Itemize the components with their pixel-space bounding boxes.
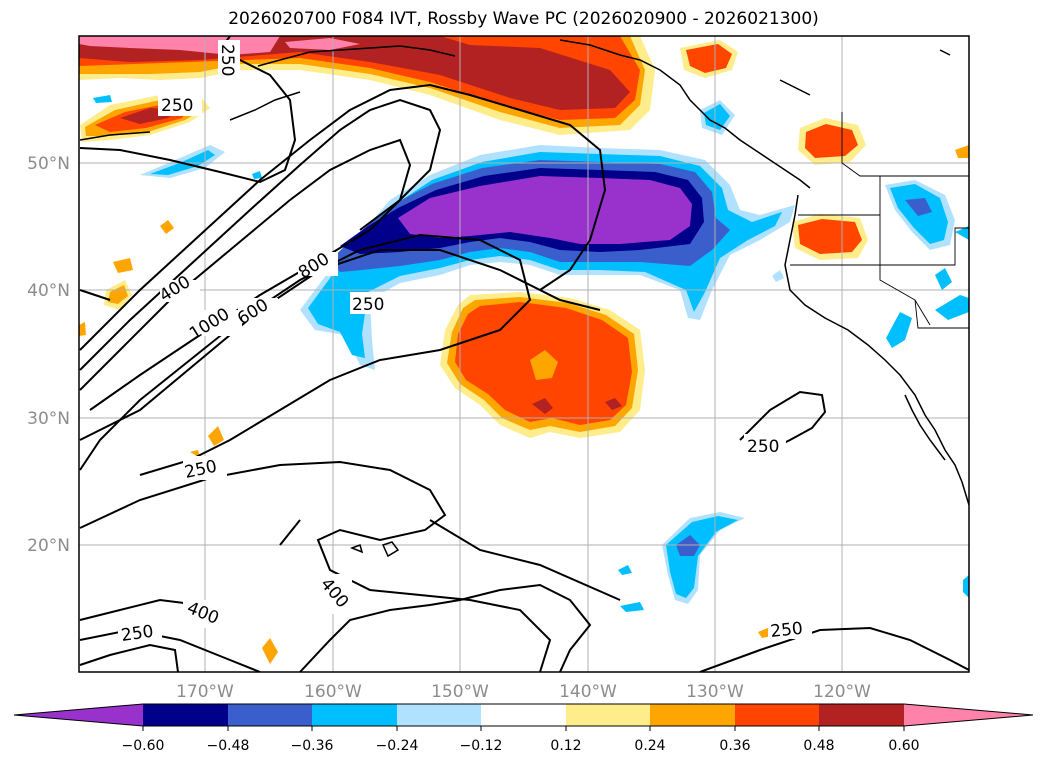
longitude-labels: 170°W 160°W 150°W 140°W 130°W 120°W bbox=[176, 682, 871, 702]
map-panel: 250 250 400 1000 600 800 250 250 250 400… bbox=[79, 36, 969, 672]
lon-label: 140°W bbox=[559, 682, 617, 702]
colorbar-tick-label: 0.60 bbox=[888, 738, 919, 754]
contour-label: 250 bbox=[217, 44, 237, 76]
contour-label: 250 bbox=[769, 619, 803, 642]
lon-label: 130°W bbox=[686, 682, 744, 702]
latitude-labels: 50°N 40°N 30°N 20°N bbox=[27, 154, 70, 556]
colorbar-tick-label: 0.48 bbox=[803, 738, 834, 754]
lon-label: 160°W bbox=[304, 682, 362, 702]
contour-label: 250 bbox=[747, 437, 779, 457]
contour-label: 250 bbox=[352, 295, 384, 315]
contour-labels: 250 250 400 1000 600 800 250 250 250 400… bbox=[118, 40, 812, 646]
colorbar-segment bbox=[481, 704, 566, 726]
lat-label: 30°N bbox=[27, 409, 70, 429]
colorbar-segment bbox=[819, 704, 904, 726]
colorbar-tick-label: −0.12 bbox=[460, 738, 503, 754]
contour-label: 250 bbox=[161, 96, 193, 116]
colorbar-segment bbox=[228, 704, 312, 726]
colorbar-extend-high bbox=[904, 704, 1033, 726]
map-title: 2026020700 F084 IVT, Rossby Wave PC (202… bbox=[228, 9, 819, 29]
rossby-pc-shading bbox=[93, 95, 969, 612]
colorbar-segment bbox=[735, 704, 819, 726]
ivt-contours bbox=[79, 36, 969, 672]
colorbar-segment bbox=[397, 704, 481, 726]
map-frame bbox=[78, 35, 970, 673]
contour-label: 250 bbox=[120, 622, 155, 646]
colorbar-tick-label: −0.48 bbox=[207, 738, 250, 754]
lon-label: 170°W bbox=[176, 682, 234, 702]
colorbar-tick-label: 0.24 bbox=[634, 738, 665, 754]
lat-label: 50°N bbox=[27, 154, 70, 174]
state-borders bbox=[790, 112, 969, 329]
colorbar-extend-low bbox=[14, 704, 143, 726]
colorbar-segment bbox=[566, 704, 650, 726]
lat-label: 20°N bbox=[27, 536, 70, 556]
colorbar-tick-label: 0.12 bbox=[550, 738, 581, 754]
colorbar: −0.60 −0.48 −0.36 −0.24 −0.12 0.12 0.24 … bbox=[13, 703, 1034, 754]
colorbar-tick-label: −0.36 bbox=[291, 738, 334, 754]
colorbar-tick-label: −0.24 bbox=[376, 738, 419, 754]
lat-label: 40°N bbox=[27, 281, 70, 301]
colorbar-tick-label: −0.60 bbox=[122, 738, 165, 754]
lon-label: 150°W bbox=[431, 682, 489, 702]
lon-label: 120°W bbox=[813, 682, 871, 702]
colorbar-segment bbox=[650, 704, 735, 726]
colorbar-tick-label: 0.36 bbox=[719, 738, 750, 754]
coastlines bbox=[79, 39, 969, 558]
colorbar-segment bbox=[312, 704, 397, 726]
colorbar-segment bbox=[143, 704, 228, 726]
